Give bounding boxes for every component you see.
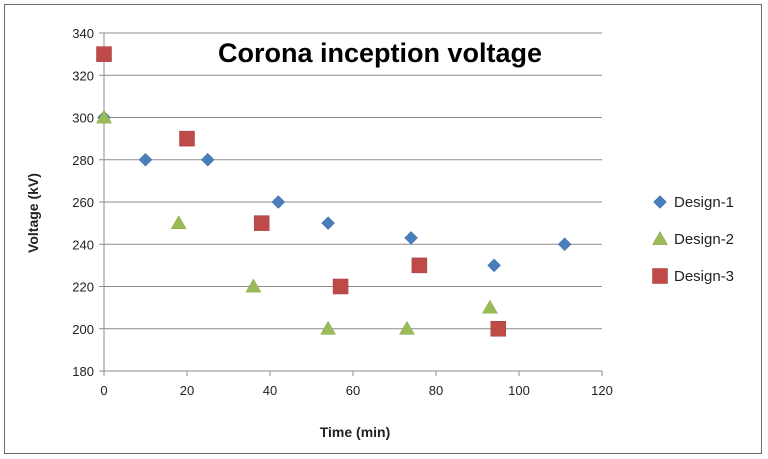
- design-2-point: [482, 299, 498, 314]
- x-tick-label: 120: [591, 383, 613, 398]
- design-1-point: [557, 237, 572, 252]
- design-3-point: [96, 46, 112, 62]
- x-tick-label: 80: [429, 383, 443, 398]
- design-3-point: [179, 130, 195, 147]
- design-3-point: [411, 257, 428, 274]
- y-tick-label: 280: [72, 153, 94, 168]
- y-tick-label: 340: [72, 26, 94, 41]
- y-tick-label: 220: [72, 280, 94, 295]
- axes: [99, 32, 603, 376]
- y-tick-label: 200: [72, 322, 94, 337]
- design-1-point: [321, 216, 335, 230]
- x-tick-label: 40: [263, 383, 277, 398]
- x-axis-title: Time (min): [320, 424, 391, 440]
- design-3-legend-marker: [652, 268, 668, 284]
- design-2-point: [320, 320, 337, 335]
- design-3-point: [253, 215, 270, 231]
- chart-title: Corona inception voltage: [218, 38, 542, 68]
- design-2-point: [399, 320, 415, 335]
- design-1-point: [138, 152, 153, 167]
- gridlines: [104, 32, 602, 330]
- y-tick-label: 320: [72, 68, 94, 83]
- design-2-legend-marker: [652, 230, 668, 245]
- design-1-legend-label: Design-1: [674, 194, 734, 211]
- design-1-point: [404, 231, 418, 245]
- design-1-point: [487, 258, 501, 273]
- design-2-point: [96, 109, 112, 124]
- data-points: [96, 46, 572, 337]
- x-tick-label: 0: [100, 383, 107, 398]
- y-tick-label: 180: [72, 364, 94, 379]
- chart-frame: [4, 4, 762, 454]
- design-3-point: [490, 321, 506, 337]
- design-1-point: [200, 152, 215, 167]
- y-tick-label: 300: [72, 111, 94, 126]
- design-1-legend-marker: [653, 195, 667, 209]
- y-tick-label: 260: [72, 195, 94, 210]
- design-2-point: [245, 278, 262, 293]
- tick-labels: 180 200 220 240 260 280 300 320 340 0 20 40 60 80 100 1…: [72, 26, 613, 398]
- design-3-legend-label: Design-3: [674, 268, 734, 285]
- legend: Design-1 Design-2 Design-3: [652, 194, 734, 285]
- x-tick-label: 20: [180, 383, 194, 398]
- x-tick-label: 60: [346, 383, 360, 398]
- y-tick-label: 240: [72, 237, 94, 252]
- design-1-point: [271, 195, 286, 209]
- design-2-point: [170, 215, 187, 229]
- design-3-point: [332, 278, 349, 295]
- y-axis-title: Voltage (kV): [25, 173, 41, 253]
- x-tick-label: 100: [508, 383, 530, 398]
- design-2-legend-label: Design-2: [674, 231, 734, 248]
